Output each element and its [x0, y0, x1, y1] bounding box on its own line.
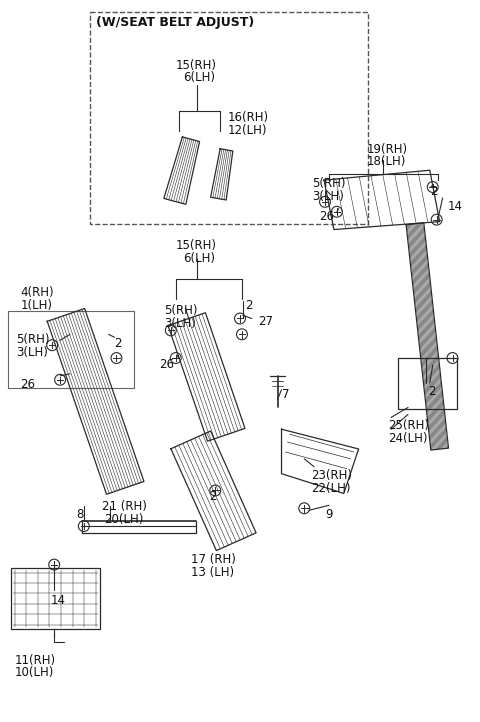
Text: 3(LH): 3(LH)	[17, 346, 48, 359]
Text: 9: 9	[325, 508, 333, 521]
Text: 11(RH): 11(RH)	[14, 653, 56, 666]
Text: 18(LH): 18(LH)	[367, 155, 406, 168]
Text: 26: 26	[319, 210, 334, 223]
Text: 3(LH): 3(LH)	[164, 316, 196, 329]
Text: 25(RH): 25(RH)	[388, 419, 429, 432]
Text: 17 (RH): 17 (RH)	[191, 553, 236, 566]
Text: 15(RH): 15(RH)	[176, 240, 217, 253]
Text: 20(LH): 20(LH)	[105, 513, 144, 526]
Text: 26: 26	[159, 358, 174, 371]
Text: 6(LH): 6(LH)	[183, 71, 215, 84]
Text: 6(LH): 6(LH)	[183, 252, 215, 265]
Text: 23(RH): 23(RH)	[311, 469, 352, 482]
Text: 2: 2	[430, 185, 437, 198]
Text: 14: 14	[447, 200, 463, 213]
Bar	[11, 567, 100, 629]
Text: 5(RH): 5(RH)	[312, 177, 346, 190]
Text: 14: 14	[50, 594, 65, 607]
Bar	[8, 310, 134, 388]
Text: 12(LH): 12(LH)	[228, 123, 268, 136]
Text: 10(LH): 10(LH)	[14, 666, 54, 679]
Text: 2: 2	[428, 385, 435, 398]
Text: 19(RH): 19(RH)	[367, 142, 408, 155]
Text: (W/SEAT BELT ADJUST): (W/SEAT BELT ADJUST)	[96, 16, 254, 29]
Text: 26: 26	[21, 378, 36, 391]
Text: 13 (LH): 13 (LH)	[191, 565, 234, 578]
Bar	[398, 358, 457, 409]
Text: 1(LH): 1(LH)	[21, 299, 53, 312]
Text: 7: 7	[281, 388, 289, 401]
Bar	[90, 12, 369, 224]
Text: 3(LH): 3(LH)	[312, 190, 344, 203]
Text: 5(RH): 5(RH)	[164, 304, 197, 317]
Text: 24(LH): 24(LH)	[388, 432, 428, 445]
Text: 2: 2	[245, 299, 252, 312]
Text: 8: 8	[76, 508, 84, 521]
Text: 15(RH): 15(RH)	[176, 58, 217, 71]
Text: 27: 27	[258, 315, 273, 328]
Text: 2: 2	[114, 337, 122, 350]
Text: 2: 2	[209, 490, 217, 503]
Text: 4(RH): 4(RH)	[21, 286, 54, 299]
Text: 21 (RH): 21 (RH)	[102, 500, 146, 513]
Text: 22(LH): 22(LH)	[311, 482, 351, 495]
Text: 5(RH): 5(RH)	[17, 334, 50, 347]
Text: 16(RH): 16(RH)	[228, 111, 269, 124]
